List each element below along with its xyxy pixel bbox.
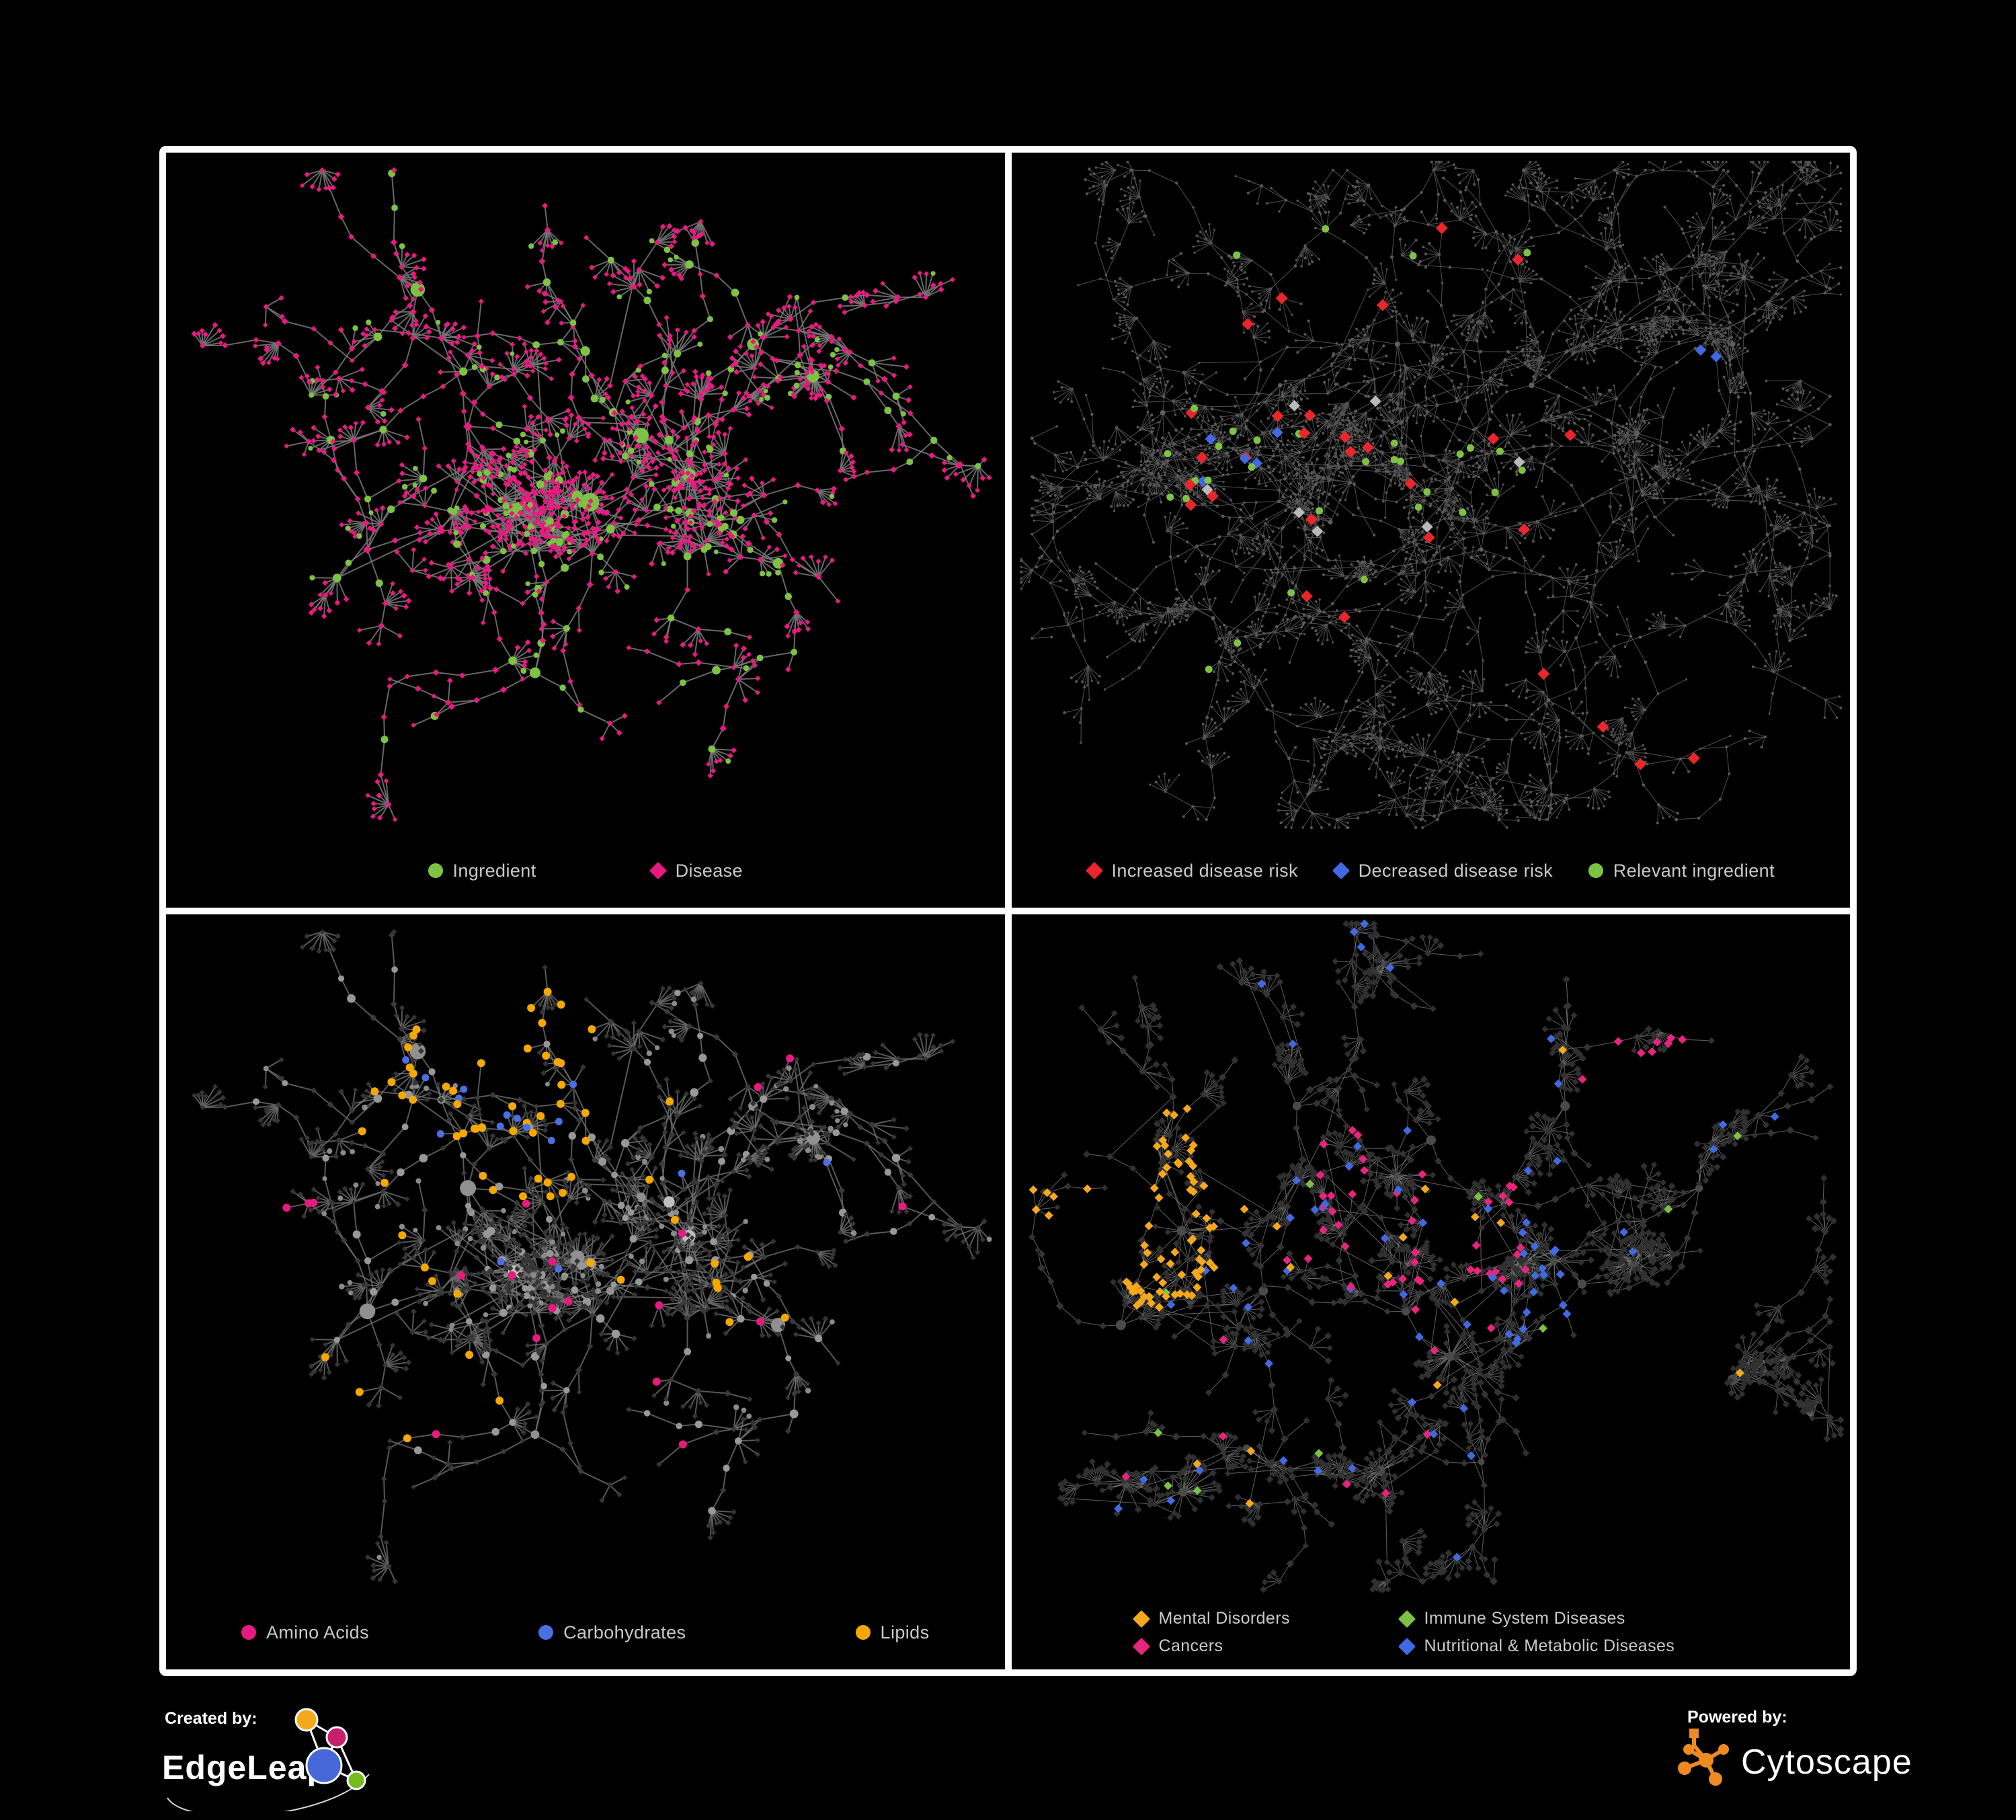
legend-swatch-diamond-icon <box>1132 1610 1150 1628</box>
edgeleap-wordmark: EdgeLeap <box>162 1749 328 1786</box>
powered-by-block: Powered by: Cytoscape <box>1659 1704 1955 1801</box>
legend-item: Mental Disorders <box>1132 1609 1400 1628</box>
legend-item: Decreased disease risk <box>1332 860 1554 881</box>
network-canvas-disease-risk <box>1019 160 1842 830</box>
legend-item: Cancers <box>1132 1636 1400 1656</box>
legend-swatch-circle-icon <box>1588 863 1603 878</box>
panel-ingredient-disease: Ingredient Disease <box>166 153 1005 908</box>
legend-nutrient-classes: Amino Acids Carbohydrates Lipids <box>166 1599 1005 1666</box>
legend-swatch-diamond-icon <box>649 861 667 880</box>
legend-label: Cancers <box>1158 1636 1223 1655</box>
legend-item: Ingredient <box>428 861 536 881</box>
legend-item: Increased disease risk <box>1085 860 1298 881</box>
legend-label: Ingredient <box>452 860 536 881</box>
legend-swatch-diamond-icon <box>1085 861 1103 880</box>
legend-disease-categories: Mental Disorders Immune System Diseases Ca… <box>1012 1599 1851 1666</box>
network-canvas-ingredient-disease <box>191 167 992 822</box>
legend-label: Decreased disease risk <box>1358 860 1554 881</box>
four-panel-network-grid: Ingredient Disease Increased disease risk… <box>159 146 1857 1676</box>
legend-swatch-circle-icon <box>538 1625 554 1640</box>
legend-item: Carbohydrates <box>538 1622 686 1643</box>
legend-label: Relevant ingredient <box>1613 860 1775 881</box>
legend-label: Mental Disorders <box>1158 1609 1290 1628</box>
legend-swatch-diamond-icon <box>1398 1610 1416 1628</box>
legend-label: Increased disease risk <box>1111 860 1298 881</box>
created-by-label: Created by: <box>165 1709 257 1728</box>
legend-swatch-circle-icon <box>428 863 443 878</box>
legend-swatch-diamond-icon <box>1398 1637 1416 1655</box>
edgeleap-logo: Created by: EdgeLeap <box>162 1708 370 1817</box>
panel-nutrient-classes: Amino Acids Carbohydrates Lipids <box>166 914 1005 1669</box>
legend-label: Disease <box>675 860 743 881</box>
created-by-block: Created by: EdgeLeap <box>159 1704 388 1817</box>
legend-label: Amino Acids <box>266 1622 369 1643</box>
legend-item: Immune System Diseases <box>1398 1609 1675 1628</box>
legend-swatch-circle-icon <box>855 1625 871 1640</box>
legend-item: Disease <box>649 860 743 881</box>
legend-label: Nutritional & Metabolic Diseases <box>1424 1636 1675 1655</box>
cytoscape-logo: Powered by: Cytoscape <box>1678 1708 1912 1786</box>
legend-item: Relevant ingredient <box>1588 861 1775 881</box>
powered-by-label: Powered by: <box>1687 1708 1787 1727</box>
network-canvas-nutrient-classes <box>191 928 992 1585</box>
legend-disease-risk: Increased disease risk Decreased disease … <box>1012 837 1851 904</box>
edgeleap-network-glyph <box>294 1708 366 1790</box>
legend-item: Amino Acids <box>241 1622 369 1643</box>
panel-disease-risk: Increased disease risk Decreased disease … <box>1011 153 1851 908</box>
legend-label: Lipids <box>880 1622 930 1643</box>
cytoscape-wordmark: Cytoscape <box>1741 1743 1912 1782</box>
legend-label: Carbohydrates <box>563 1622 686 1643</box>
legend-swatch-diamond-icon <box>1132 1637 1150 1655</box>
panel-disease-categories: Mental Disorders Immune System Diseases Ca… <box>1011 914 1851 1669</box>
legend-item: Lipids <box>855 1622 930 1643</box>
legend-swatch-diamond-icon <box>1332 861 1350 880</box>
legend-ingredient-disease: Ingredient Disease <box>166 837 1005 904</box>
legend-swatch-circle-icon <box>241 1625 256 1640</box>
cytoscape-network-glyph <box>1678 1729 1729 1786</box>
legend-item: Nutritional & Metabolic Diseases <box>1398 1636 1675 1656</box>
legend-label: Immune System Diseases <box>1424 1609 1625 1628</box>
network-canvas-disease-categories <box>1028 919 1845 1593</box>
